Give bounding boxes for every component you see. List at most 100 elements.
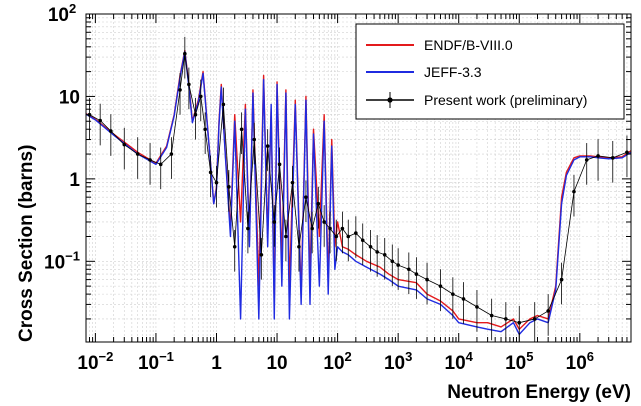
x-tick-label-exponent: −1 xyxy=(159,349,174,364)
data-point xyxy=(148,158,152,162)
data-point xyxy=(198,94,203,99)
data-point xyxy=(221,102,226,107)
data-point xyxy=(396,263,400,267)
x-tick-label: 105 xyxy=(505,349,533,374)
data-point xyxy=(414,272,419,276)
x-tick-label: 10 xyxy=(266,353,287,374)
data-point xyxy=(475,305,479,309)
x-tick-label-base: 10 xyxy=(445,353,466,374)
data-point xyxy=(340,226,345,231)
y-tick-label-exponent: 2 xyxy=(69,1,76,16)
data-point xyxy=(360,238,365,243)
data-point xyxy=(178,88,182,92)
data-point xyxy=(596,154,600,158)
data-point xyxy=(259,252,264,257)
data-point xyxy=(98,118,102,123)
y-tick-label: 102 xyxy=(48,1,76,26)
data-point xyxy=(546,309,550,313)
data-point xyxy=(227,185,231,189)
x-tick-label: 102 xyxy=(323,349,351,374)
legend-label-endf: ENDF/B-VIII.0 xyxy=(424,37,513,53)
x-tick-label-base: 10 xyxy=(505,353,526,374)
x-tick-label-exponent: 2 xyxy=(345,349,352,364)
data-point xyxy=(193,112,198,117)
data-point xyxy=(625,150,629,155)
plot-frame xyxy=(85,13,632,343)
x-tick-label: 103 xyxy=(384,349,412,374)
data-point xyxy=(390,259,395,264)
data-point xyxy=(310,226,314,231)
legend-label-present: Present work (preliminary) xyxy=(424,92,587,108)
y-tick-label: 10 xyxy=(59,87,80,108)
data-point xyxy=(122,142,127,147)
x-tick-label: 104 xyxy=(445,349,474,374)
legend-swatch-present-marker xyxy=(387,97,393,103)
axis-ticks xyxy=(85,13,632,342)
x-tick-label-exponent: 6 xyxy=(587,349,594,364)
data-point xyxy=(461,297,466,301)
x-tick-label-exponent: −2 xyxy=(99,349,114,364)
x-tick-label: 10−2 xyxy=(77,349,113,374)
data-point xyxy=(368,244,373,249)
data-point xyxy=(169,152,174,156)
data-point xyxy=(438,284,443,288)
data-point xyxy=(489,313,494,318)
y-tick-label-base: 10 xyxy=(44,252,65,273)
y-tick-label: 1 xyxy=(69,170,80,191)
data-point xyxy=(272,220,277,224)
data-point xyxy=(203,127,207,132)
data-point xyxy=(375,250,379,254)
data-point xyxy=(208,170,213,175)
x-tick-label-base: 1 xyxy=(211,353,222,374)
data-point xyxy=(284,234,288,239)
data-point xyxy=(187,82,191,87)
x-tick-label-base: 10 xyxy=(138,353,159,374)
x-tick-label-exponent: 5 xyxy=(526,349,533,364)
data-point xyxy=(322,220,326,224)
data-point xyxy=(610,156,615,160)
series-layer xyxy=(86,36,631,342)
data-point xyxy=(277,162,282,167)
x-axis-title: Neutron Energy (eV) xyxy=(447,382,631,403)
data-point xyxy=(232,244,237,249)
data-point xyxy=(316,201,321,206)
series-line-1 xyxy=(86,50,631,336)
y-tick-label-base: 1 xyxy=(69,170,80,191)
data-point xyxy=(559,277,564,282)
data-point xyxy=(382,252,387,257)
data-point xyxy=(572,189,576,194)
data-point xyxy=(265,144,270,148)
data-point xyxy=(354,231,358,235)
data-point xyxy=(334,234,339,239)
data-point xyxy=(304,195,308,199)
data-point xyxy=(328,226,332,231)
data-point xyxy=(183,51,187,56)
x-tick-label-base: 10 xyxy=(384,353,405,374)
x-tick-label: 106 xyxy=(566,349,594,374)
data-point xyxy=(109,129,113,133)
data-point xyxy=(290,180,295,185)
x-tick-label: 1 xyxy=(211,353,222,374)
data-point xyxy=(346,234,351,239)
y-tick-label-exponent: −1 xyxy=(65,248,80,263)
data-point xyxy=(451,292,455,296)
data-point xyxy=(246,226,250,231)
data-point xyxy=(214,180,219,185)
y-tick-label-base: 10 xyxy=(48,5,69,26)
data-point xyxy=(135,152,140,156)
data-point xyxy=(407,267,411,272)
data-point xyxy=(532,317,537,321)
data-point xyxy=(252,137,257,142)
data-point xyxy=(425,277,429,282)
legend-label-jeff: JEFF-3.3 xyxy=(424,64,482,80)
series-points-connector xyxy=(89,53,628,324)
legend: ENDF/B-VIII.0 JEFF-3.3 Present work (pre… xyxy=(355,23,625,120)
x-tick-label-base: 10 xyxy=(266,353,287,374)
data-point xyxy=(297,244,301,249)
data-point xyxy=(517,320,522,325)
data-point xyxy=(239,127,244,132)
data-point xyxy=(158,162,163,167)
x-tick-label-base: 10 xyxy=(323,353,344,374)
